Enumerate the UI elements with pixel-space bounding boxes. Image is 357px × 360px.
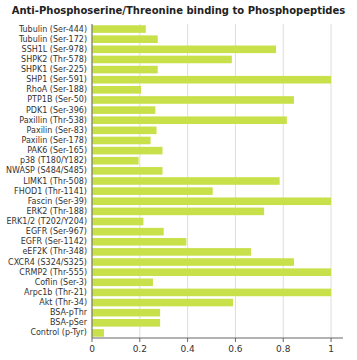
- title: Anti-Phosphoserine/Threonine binding to …: [12, 5, 346, 16]
- category-label: CXCR4 (S324/S325): [8, 258, 87, 267]
- tick-label: 0.2: [133, 344, 147, 354]
- category-label: PDK1 (Ser-396): [26, 106, 87, 115]
- category-label: FHOD1 (Thr-1141): [14, 187, 87, 196]
- category-label: p38 (T180/Y182): [20, 156, 87, 165]
- tick-mark: [235, 338, 236, 342]
- category-label: Paxilin (Ser-83): [27, 126, 87, 135]
- category-label: Akt (Thr-34): [39, 298, 87, 307]
- bar: [92, 258, 294, 266]
- tick-label: 0: [89, 344, 95, 354]
- bar: [92, 25, 146, 33]
- category-label: ERK2 (Thr-188): [26, 207, 87, 216]
- bar: [92, 46, 276, 54]
- grid-line: [92, 24, 93, 338]
- category-label: Fascin (Ser-39): [28, 197, 87, 206]
- bar: [92, 197, 331, 205]
- category-label: EGFR (Ser-1142): [21, 237, 87, 246]
- category-label: BSA-pThr: [50, 308, 88, 317]
- tick-mark: [187, 338, 188, 342]
- tick-mark: [283, 338, 284, 342]
- bar: [92, 86, 141, 94]
- category-label: SHP1 (Ser-591): [26, 75, 87, 84]
- bar: [92, 96, 294, 104]
- bar: [92, 278, 153, 286]
- bar: [92, 238, 186, 246]
- category-label: CRMP2 (Thr-555): [19, 268, 87, 277]
- category-label: PAK6 (Ser-165): [27, 146, 87, 155]
- category-label: RhoA (Ser-188): [26, 85, 87, 94]
- y-axis-line: [92, 24, 93, 338]
- category-label: Paxillin (Thr-538): [19, 116, 87, 125]
- bar: [92, 248, 251, 256]
- category-label: NWASP (S484/S485): [6, 166, 87, 175]
- tick-label: 0.8: [276, 344, 291, 354]
- category-label: Coflin (Ser-3): [35, 278, 87, 287]
- tick-label: 0.4: [180, 344, 195, 354]
- tick-mark: [92, 338, 93, 342]
- tick-label: 0.6: [228, 344, 243, 354]
- category-label: Tubulin (Ser-172): [18, 35, 87, 44]
- bar: [92, 329, 104, 337]
- bar: [92, 309, 160, 317]
- category-label: Paxilin (Ser-178): [21, 136, 87, 145]
- x-axis-line: [92, 338, 343, 339]
- chart: Anti-Phosphoserine/Threonine binding to …: [0, 0, 357, 360]
- category-label: BSA-pSer: [50, 318, 88, 327]
- category-label: SHPK1 (Ser-225): [21, 65, 87, 74]
- category-label: EGFR (Ser-967): [26, 227, 87, 236]
- y-axis: Tubulin (Ser-444)Tubulin (Ser-172)SSH1L …: [6, 25, 88, 338]
- category-label: Arpc1b (Thr-21): [24, 288, 87, 297]
- category-label: PTP1B (Ser-50): [27, 95, 87, 104]
- bar: [92, 76, 331, 84]
- bar: [92, 177, 280, 185]
- bar: [92, 35, 158, 43]
- category-label: Control (p-Tyr): [30, 328, 87, 337]
- tick-mark: [139, 338, 140, 342]
- category-label: eEF2K (Thr-348): [22, 247, 87, 256]
- bar: [92, 127, 157, 135]
- bar: [92, 289, 331, 297]
- bar: [92, 137, 151, 145]
- bar: [92, 208, 264, 216]
- category-label: Tubulin (Ser-444): [18, 25, 87, 34]
- bar: [92, 228, 164, 236]
- bar: [92, 218, 143, 226]
- bar: [92, 116, 287, 124]
- bar: [92, 187, 213, 195]
- bar: [92, 106, 155, 114]
- bar: [92, 157, 139, 165]
- bar: [92, 319, 160, 327]
- bar: [92, 66, 158, 74]
- bar: [92, 268, 331, 276]
- category-label: SHPK2 (Thr-578): [21, 55, 87, 64]
- x-axis: 0 0.2 0.4 0.6 0.8 1: [89, 24, 334, 354]
- bar: [92, 299, 233, 307]
- bar: [92, 147, 163, 155]
- category-label: SSH1L (Ser-978): [22, 45, 87, 54]
- bars: [92, 25, 331, 336]
- tick-mark: [331, 338, 332, 342]
- category-label: ERK1/2 (T202/Y204): [6, 217, 87, 226]
- bar: [92, 167, 163, 175]
- category-label: LIMK1 (Thr-508): [23, 177, 87, 186]
- tick-label: 1: [328, 344, 334, 354]
- bar: [92, 56, 232, 64]
